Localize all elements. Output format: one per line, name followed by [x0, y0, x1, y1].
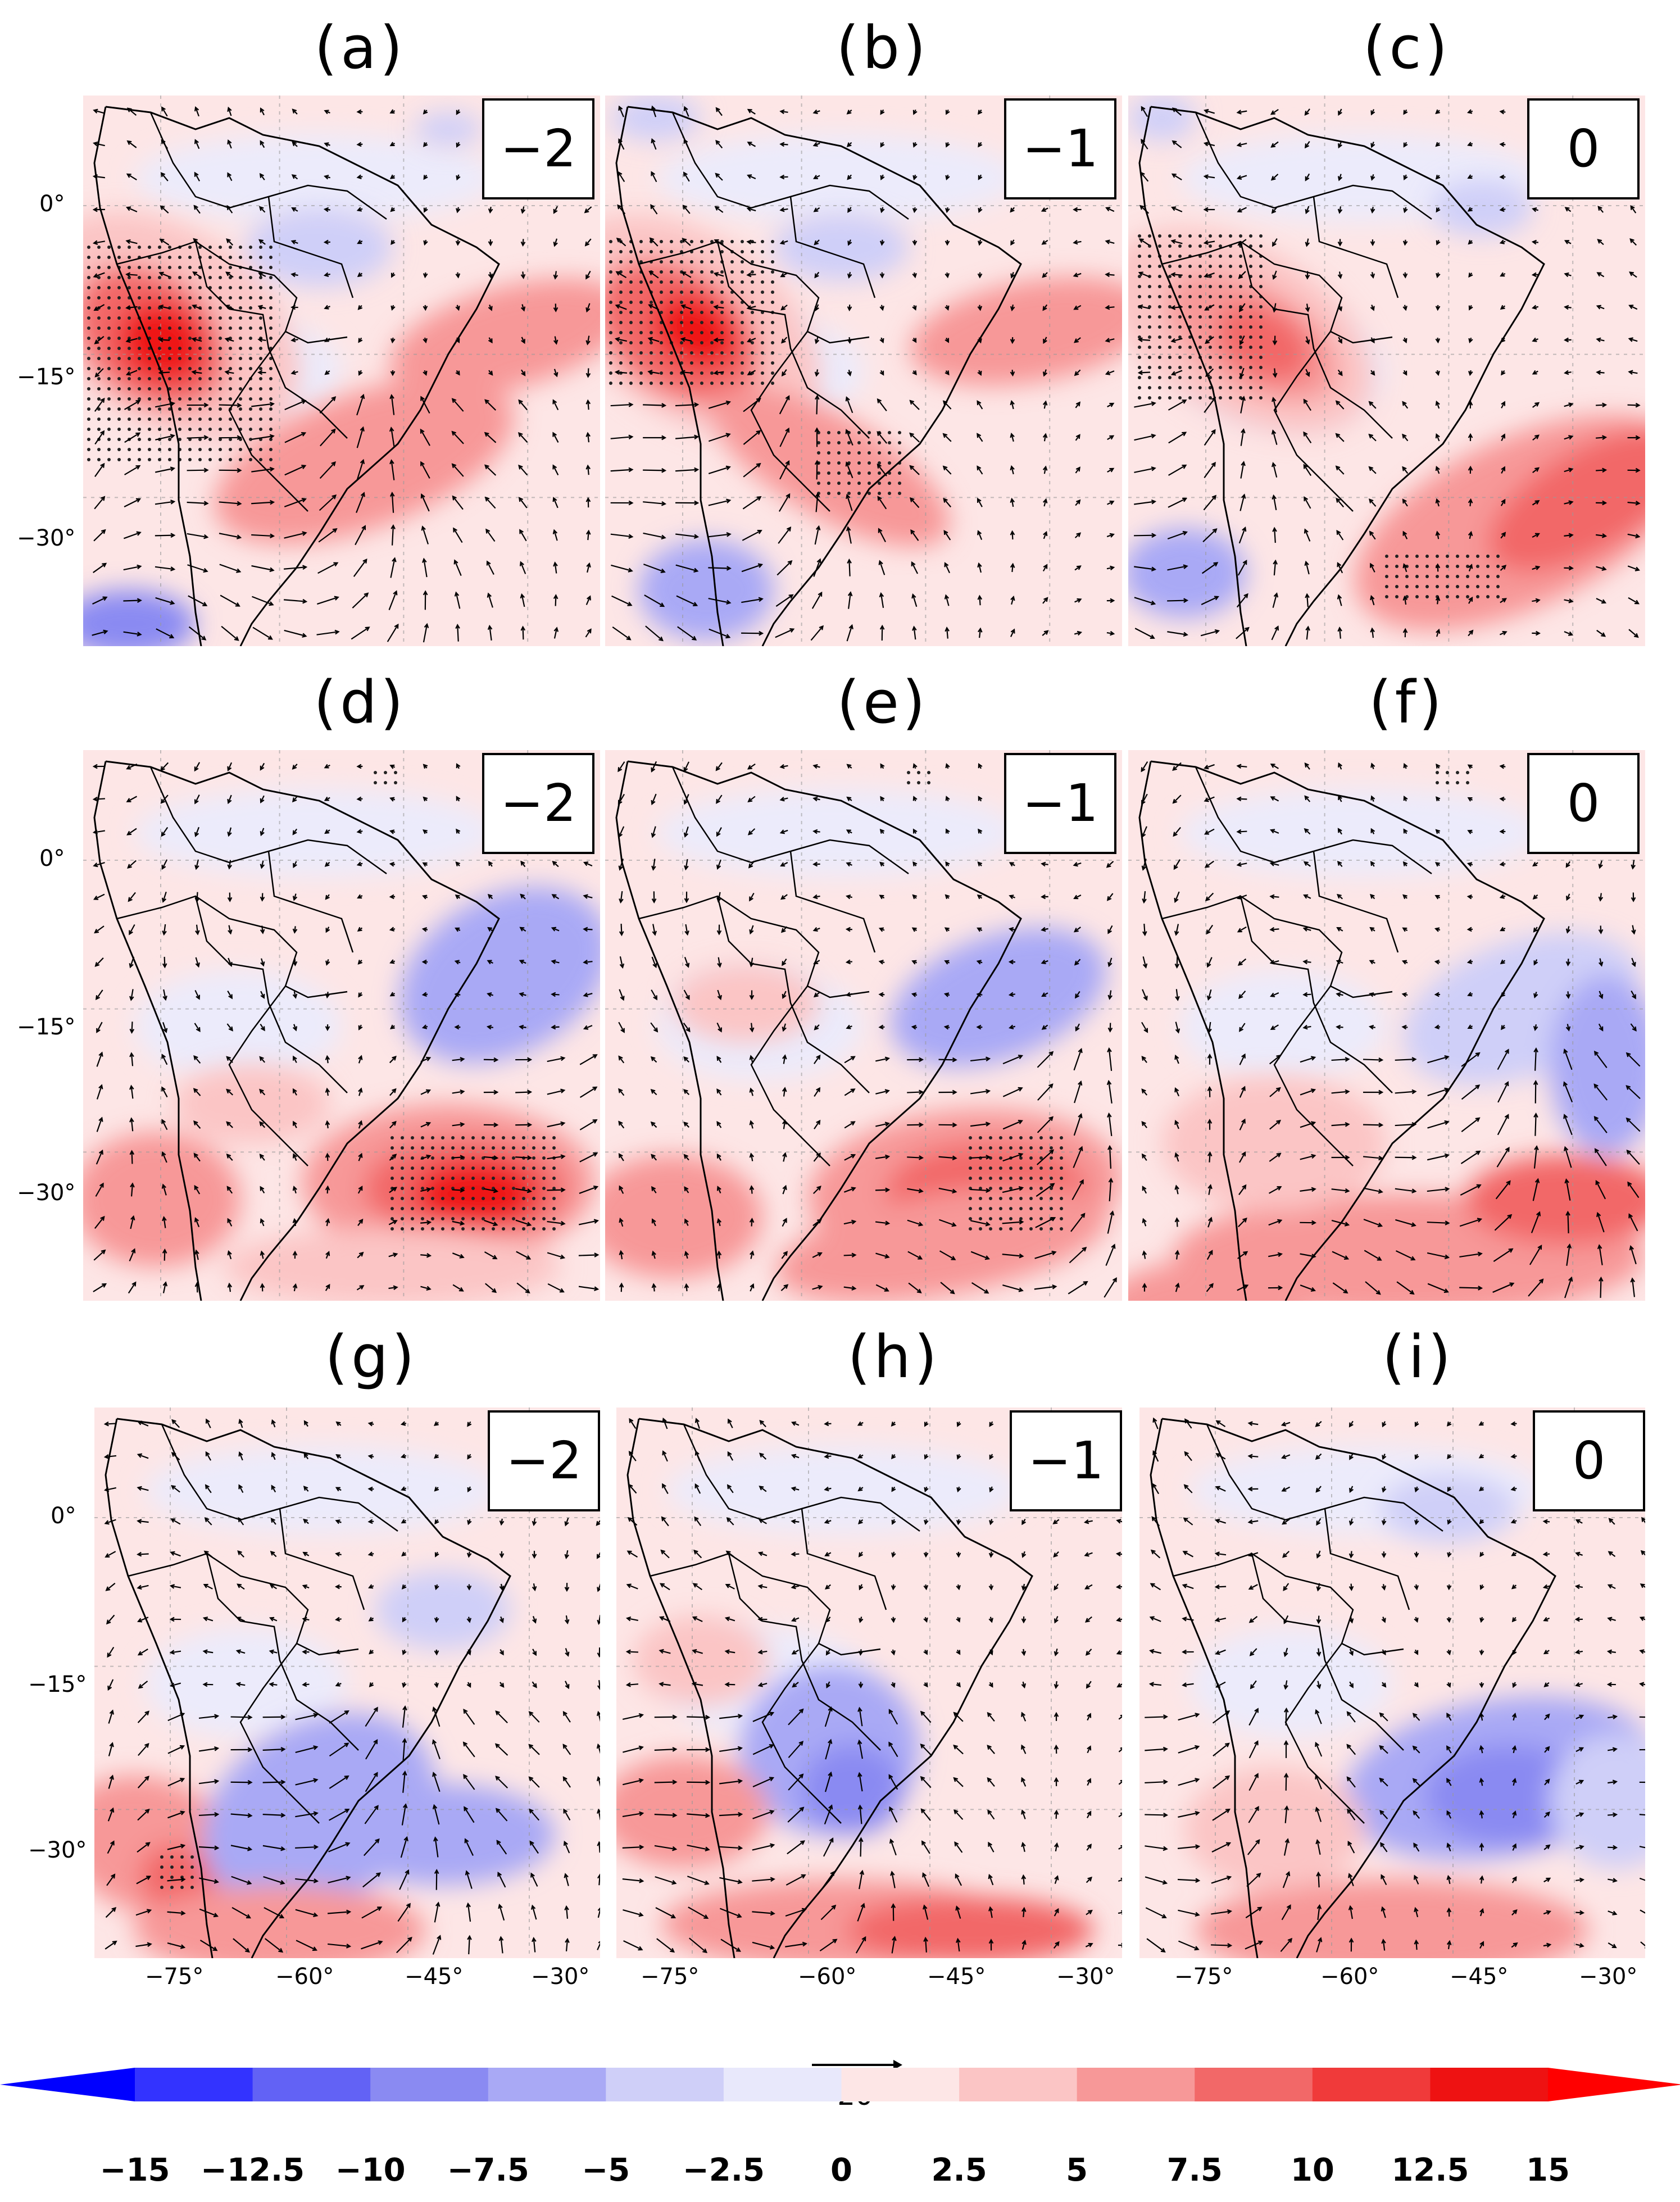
lon-label-45w-g: −45° [405, 1964, 464, 1990]
panel-title-g: (g) [325, 1323, 418, 1391]
colorbar-bin [252, 2068, 371, 2101]
panel-title-i: (i) [1382, 1323, 1455, 1391]
colorbar-bin [488, 2068, 607, 2101]
wind-vectors [92, 106, 593, 643]
significance-stipple [160, 1855, 194, 1889]
significance-stipple [1138, 234, 1500, 598]
colorbar-tick-label: −2.5 [682, 2152, 765, 2189]
colorbar-bin [1077, 2068, 1196, 2101]
map-svg [605, 750, 1122, 1301]
lon-label-30w-g: −30° [531, 1964, 590, 1990]
colorbar-bin [135, 2068, 253, 2101]
significance-stipple [609, 240, 901, 495]
colorbar-tick-label: −12.5 [201, 2152, 305, 2189]
lat-label-30s-row3: −30° [28, 1837, 87, 1863]
coastline-borders [1150, 1418, 1556, 1958]
colorbar [0, 2068, 1680, 2101]
colorbar-tick-label: −7.5 [447, 2152, 529, 2189]
coastline-borders [93, 106, 500, 646]
colorbar-bin [723, 2068, 842, 2101]
lat-label-0-row1: 0° [39, 191, 65, 217]
anomaly-shading [83, 112, 600, 646]
coastline-borders [615, 106, 1022, 646]
coastline-borders [626, 1418, 1033, 1958]
lag-box-i: 0 [1533, 1410, 1645, 1511]
anomaly-shading [1184, 1475, 1645, 1958]
colorbar-bin [841, 2068, 960, 2101]
panel-title-d: (d) [314, 668, 407, 737]
reference-vector-arrow [812, 2060, 902, 2070]
lon-label-60w-i: −60° [1320, 1964, 1379, 1990]
wind-vectors [610, 105, 1115, 642]
lon-label-75w-g: −75° [145, 1964, 204, 1990]
anomaly-shading [605, 96, 1122, 641]
colorbar-tick-label: −15 [99, 2152, 170, 2189]
colorbar-bin [1430, 2068, 1549, 2101]
colorbar-tick-label: 15 [1526, 2152, 1570, 2189]
map-svg [1139, 1408, 1645, 1958]
map-svg [1128, 750, 1645, 1301]
coastline-borders [93, 760, 500, 1301]
coastline-borders [1138, 106, 1545, 646]
lat-label-0-row3: 0° [51, 1503, 76, 1529]
lon-label-45w-i: −45° [1450, 1964, 1509, 1990]
panel-title-c: (c) [1363, 13, 1451, 82]
lon-label-60w-g: −60° [275, 1964, 334, 1990]
lag-box-h: −1 [1010, 1410, 1122, 1511]
coastline-borders [1138, 760, 1545, 1301]
colorbar-tick-label: 10 [1290, 2152, 1334, 2189]
lat-label-15s-row2: −15° [17, 1014, 76, 1040]
colorbar-bin [1312, 2068, 1431, 2101]
lag-box-c: 0 [1527, 98, 1640, 199]
map-panel-e [605, 750, 1122, 1301]
lag-box-d: −2 [482, 753, 594, 854]
panel-title-a: (a) [314, 13, 406, 82]
significance-stipple [1436, 771, 1469, 784]
colorbar-bin [370, 2068, 489, 2101]
coastline-borders [615, 760, 1022, 1301]
wind-vectors [103, 1418, 600, 1955]
anomaly-shading [605, 928, 1122, 1301]
colorbar-bin [959, 2068, 1078, 2101]
lat-label-15s-row3: −15° [28, 1672, 87, 1697]
colorbar-tick-label: −10 [335, 2152, 406, 2189]
lat-label-15s-row1: −15° [17, 364, 76, 390]
lag-box-f: 0 [1527, 753, 1640, 854]
lon-label-30w-i: −30° [1579, 1964, 1638, 1990]
map-svg [616, 1408, 1122, 1958]
colorbar-bin [606, 2068, 724, 2101]
panel-title-e: (e) [837, 668, 929, 737]
map-panel-i [1139, 1408, 1645, 1958]
panel-title-f: (f) [1369, 668, 1445, 737]
lag-box-b: −1 [1004, 98, 1116, 199]
anomaly-shading [616, 1615, 1094, 1958]
lon-label-60w-h: −60° [798, 1964, 857, 1990]
colorbar-tick-label: −5 [582, 2152, 630, 2189]
colorbar-tick-label: 2.5 [931, 2152, 987, 2189]
lat-label-30s-row1: −30° [17, 525, 76, 551]
colorbar-bin [1195, 2068, 1313, 2101]
wind-vectors [622, 1417, 1122, 1954]
panel-title-b: (b) [836, 13, 929, 82]
lat-label-30s-row2: −30° [17, 1180, 76, 1206]
lat-label-0-row2: 0° [39, 846, 65, 871]
map-panel-f [1128, 750, 1645, 1301]
colorbar-tick-label: 12.5 [1391, 2152, 1469, 2189]
lag-box-a: −2 [482, 98, 594, 199]
lon-label-45w-h: −45° [927, 1964, 986, 1990]
colorbar-tick-label: 7.5 [1166, 2152, 1223, 2189]
lon-label-75w-h: −75° [641, 1964, 700, 1990]
map-panel-h [616, 1408, 1122, 1958]
colorbar-tick-label: 0 [830, 2152, 852, 2189]
colorbar-tick-label: 5 [1066, 2152, 1088, 2189]
lon-label-30w-h: −30° [1056, 1964, 1115, 1990]
coastline-borders [105, 1418, 511, 1958]
wind-vectors [1145, 1417, 1645, 1953]
anomaly-shading [1128, 932, 1645, 1301]
lag-box-g: −2 [488, 1410, 600, 1511]
lon-label-75w-i: −75° [1174, 1964, 1233, 1990]
panel-title-h: (h) [847, 1323, 941, 1391]
lag-box-e: −1 [1004, 753, 1116, 854]
